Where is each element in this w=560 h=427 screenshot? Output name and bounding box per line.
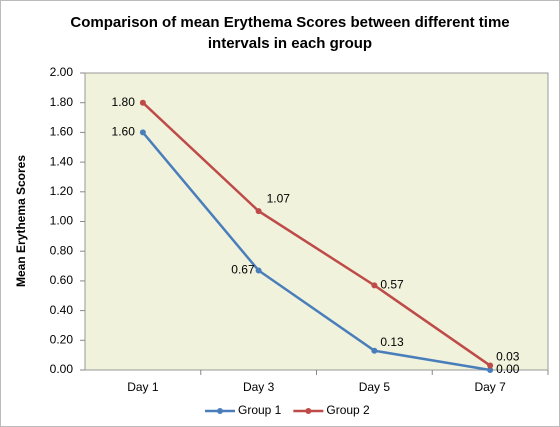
- data-label: 0.03: [496, 350, 520, 364]
- x-tick-label: Day 1: [127, 380, 159, 394]
- y-tick-label: 1.20: [50, 184, 74, 198]
- data-point: [487, 367, 494, 373]
- y-tick-label: 1.80: [50, 95, 74, 109]
- data-label: 0.00: [496, 362, 520, 376]
- y-tick-label: 1.60: [50, 125, 74, 139]
- data-label: 1.07: [267, 191, 291, 205]
- y-tick-label: 2.00: [50, 65, 74, 79]
- data-label: 0.13: [380, 335, 404, 349]
- y-tick-label: 0.00: [50, 362, 74, 376]
- y-tick-label: 1.40: [50, 154, 74, 168]
- data-label: 0.57: [380, 278, 404, 292]
- data-point: [371, 282, 378, 289]
- chart-title: Comparison of mean Erythema Scores betwe…: [70, 14, 510, 52]
- data-point: [487, 362, 494, 369]
- data-point: [255, 267, 262, 274]
- series-line: [141, 131, 491, 372]
- legend-label: Group 2: [326, 403, 370, 417]
- legend-marker: [217, 408, 223, 414]
- series-line: [142, 101, 491, 367]
- y-tick-label: 0.20: [50, 332, 74, 346]
- data-point: [255, 208, 262, 215]
- y-tick-label: 0.80: [50, 243, 74, 257]
- y-tick-label: 1.00: [50, 214, 74, 228]
- legend-label: Group 1: [238, 403, 282, 417]
- legend-marker: [305, 408, 312, 414]
- y-tick-label: 0.40: [50, 303, 74, 317]
- plot-area: [84, 72, 549, 371]
- data-point: [139, 99, 146, 106]
- y-tick-label: 0.60: [50, 273, 74, 287]
- x-tick-label: Day 7: [474, 380, 506, 394]
- data-point: [139, 129, 146, 136]
- y-axis-label: Mean Erythema Scores: [14, 155, 28, 287]
- x-tick-label: Day 5: [359, 380, 391, 394]
- data-label: 0.67: [231, 263, 255, 277]
- data-point: [371, 347, 378, 354]
- data-label: 1.60: [112, 125, 136, 139]
- x-tick-label: Day 3: [243, 380, 275, 394]
- data-label: 1.80: [112, 95, 136, 109]
